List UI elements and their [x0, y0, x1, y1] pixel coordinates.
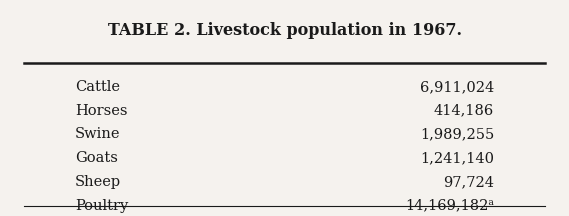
Text: 14,169,182ᵃ: 14,169,182ᵃ: [405, 199, 494, 213]
Text: Horses: Horses: [75, 104, 127, 118]
Text: Sheep: Sheep: [75, 175, 121, 189]
Text: 1,241,140: 1,241,140: [420, 151, 494, 165]
Text: Cattle: Cattle: [75, 80, 120, 94]
Text: Swine: Swine: [75, 127, 121, 141]
Text: 414,186: 414,186: [434, 104, 494, 118]
Text: 1,989,255: 1,989,255: [420, 127, 494, 141]
Text: Goats: Goats: [75, 151, 118, 165]
Text: Poultry: Poultry: [75, 199, 128, 213]
Text: TABLE 2. Livestock population in 1967.: TABLE 2. Livestock population in 1967.: [108, 22, 461, 39]
Text: 97,724: 97,724: [443, 175, 494, 189]
Text: 6,911,024: 6,911,024: [420, 80, 494, 94]
